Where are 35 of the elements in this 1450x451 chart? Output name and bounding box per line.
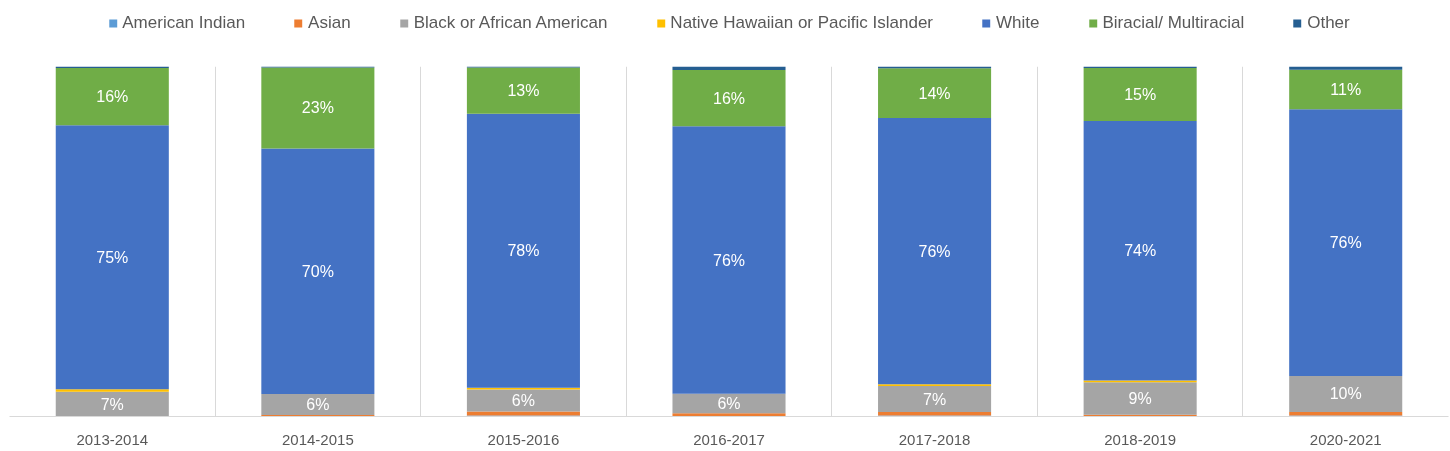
legend-label: Native Hawaiian or Pacific Islander	[670, 13, 934, 33]
legend-label: Asian	[308, 13, 351, 33]
legend-label: Biracial/ Multiracial	[1102, 13, 1245, 33]
data-label: 7%	[923, 390, 947, 408]
data-label: 7%	[100, 395, 124, 413]
legend-label: American Indian	[122, 13, 246, 33]
data-label: 16%	[96, 88, 129, 106]
data-label: 6%	[306, 396, 330, 414]
data-label: 76%	[918, 242, 951, 260]
data-label: 15%	[1124, 86, 1157, 103]
legend-label: Black or African American	[413, 13, 608, 33]
data-label: 13%	[507, 82, 540, 100]
x-tick-label: 2016-2017	[693, 430, 765, 448]
data-label: 75%	[96, 248, 129, 266]
x-tick-label: 2014-2015	[281, 430, 354, 448]
data-label: 76%	[712, 251, 746, 269]
data-label: 10%	[1329, 385, 1362, 403]
legend-label: White	[996, 13, 1040, 33]
x-tick-label: 2017-2018	[898, 430, 971, 448]
data-label: 6%	[717, 395, 741, 413]
x-tick-label: 2020-2021	[1309, 430, 1382, 448]
data-label: 76%	[1329, 234, 1362, 252]
x-tick-label: 2013-2014	[76, 430, 149, 448]
data-label: 11%	[1330, 80, 1362, 98]
x-tick-label: 2015-2016	[487, 430, 560, 448]
data-label: 78%	[507, 242, 540, 260]
x-tick-label: 2018-2019	[1104, 430, 1177, 448]
legend-label: Other	[1307, 13, 1350, 33]
data-label: 74%	[1124, 242, 1157, 260]
data-label: 6%	[511, 392, 535, 410]
data-label: 23%	[301, 99, 334, 117]
data-label: 70%	[301, 262, 334, 280]
data-label: 9%	[1128, 389, 1152, 407]
data-label: 16%	[712, 89, 746, 107]
data-label: 14%	[918, 84, 951, 102]
